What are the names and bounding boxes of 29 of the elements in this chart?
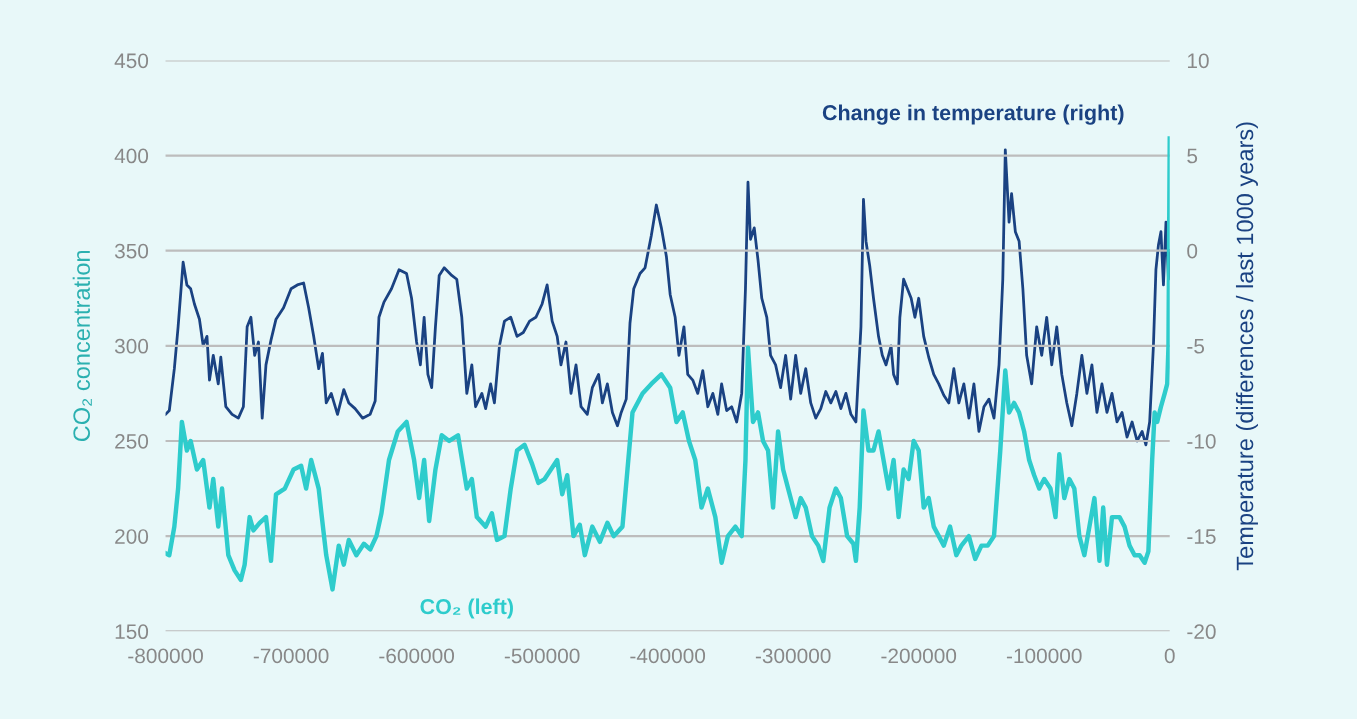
y-tick-label: 350: [114, 243, 149, 259]
y-tick-label: 250: [115, 433, 149, 449]
x-tick-label: 0: [1164, 648, 1175, 664]
x-tick-label: -400000: [630, 648, 706, 664]
y-tick-label: 150: [115, 624, 149, 640]
x-tick-label: -300000: [755, 648, 831, 664]
text: CO₂ (left): [420, 598, 513, 619]
y2-tick-label: 10: [1187, 53, 1209, 69]
y-tick-label: 300: [114, 338, 149, 354]
x-tick-label: -100000: [1006, 648, 1082, 664]
y2-tick-label: 0: [1187, 243, 1198, 259]
text: Change in temperature (right): [822, 104, 1124, 125]
y2-tick-label: -15: [1187, 529, 1216, 544]
x-tick-label: -500000: [504, 648, 580, 664]
y-tick-label: 200: [115, 529, 149, 544]
line-series: [165, 136, 1170, 592]
y2-tick-label: -10: [1187, 433, 1216, 449]
y-axis-title: CO₂ concentration: [72, 250, 92, 442]
line-series: [165, 148, 1170, 447]
x-tick-label: -200000: [881, 648, 957, 664]
y2-tick-label: -5: [1187, 339, 1205, 354]
x-tick-label: -700000: [253, 648, 329, 664]
y2-tick-label: -20: [1187, 624, 1216, 640]
y-tick-label: 450: [114, 53, 149, 69]
y2-axis-title: Temperature (differences / last 1000 years): [1235, 122, 1258, 571]
y-tick-label: 400: [114, 148, 149, 164]
x-tick-label: -600000: [379, 648, 455, 664]
y2-tick-label: 5: [1187, 148, 1198, 164]
x-tick-label: -800000: [128, 648, 203, 664]
